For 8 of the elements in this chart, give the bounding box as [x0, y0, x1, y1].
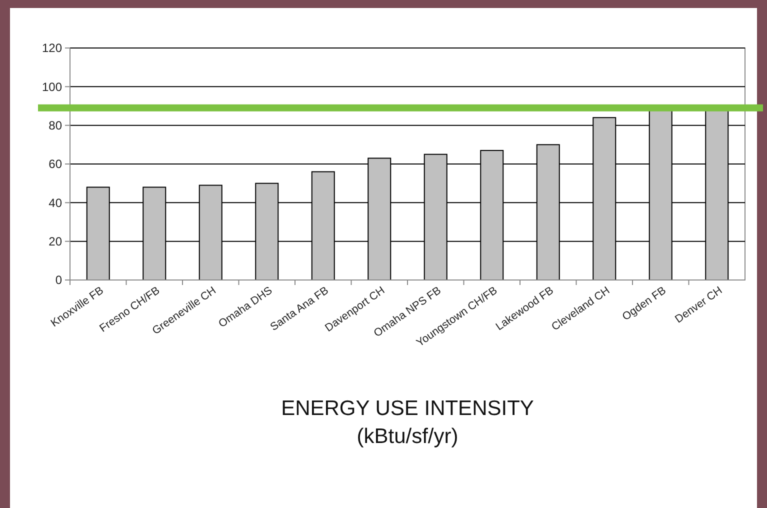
y-tick-label: 0 — [55, 273, 62, 288]
y-tick-label: 20 — [48, 234, 62, 249]
y-tick-label: 40 — [48, 196, 62, 210]
y-tick-label: 80 — [48, 118, 62, 133]
y-tick-label: 120 — [42, 41, 62, 56]
y-tick-label: 100 — [42, 80, 62, 94]
y-tick-label: 60 — [48, 157, 62, 172]
x-axis-title: ENERGY USE INTENSITY (kBtu/sf/yr) — [281, 397, 534, 448]
